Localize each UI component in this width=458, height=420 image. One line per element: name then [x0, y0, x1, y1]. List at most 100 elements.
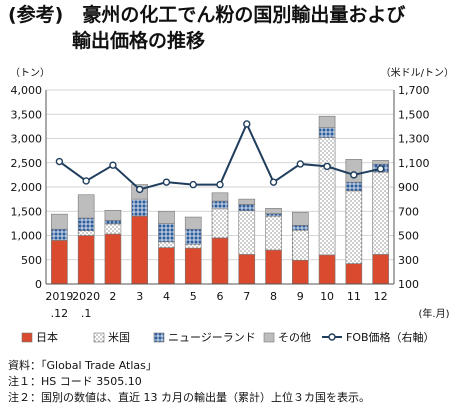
- bar-1-6: [211, 208, 229, 239]
- bar-0-8: [265, 249, 282, 285]
- bar-0-5: [184, 247, 202, 285]
- source-note: 資料：「Global Trade Atlas」: [8, 359, 157, 372]
- legend-swatch: [93, 332, 105, 343]
- x-tick-label: 5: [190, 290, 197, 303]
- fob-price-point: [269, 178, 278, 186]
- fob-price-point: [82, 177, 90, 185]
- fob-price-point: [55, 157, 64, 166]
- bar-3-8: [265, 208, 282, 214]
- bar-1-1: [77, 230, 95, 236]
- bar-0-4: [158, 247, 175, 285]
- y-left-tick-label: 1,500: [11, 205, 43, 218]
- bar-2-9: [292, 225, 309, 231]
- bar-2-5: [184, 228, 202, 245]
- y-right-tick-label: 900: [398, 181, 419, 194]
- note-2: 注２：国別の数値は、直近 13 カ月の輸出量（累計）上位３カ国を表示。: [8, 391, 370, 404]
- bar-0-11: [345, 263, 363, 285]
- y-left-tick-label: 3,500: [11, 108, 43, 121]
- y-right-tick-label: 700: [398, 205, 419, 218]
- bar-0-0: [51, 240, 68, 285]
- bar-3-12: [372, 160, 389, 165]
- y-right-tick-label: 500: [398, 230, 419, 243]
- bar-3-9: [292, 211, 309, 226]
- fob-price-point: [376, 165, 385, 173]
- y-left-tick-label: 3,000: [11, 133, 43, 146]
- legend-swatch: [153, 332, 165, 343]
- note-1: 注１：HS コード 3505.10: [8, 375, 142, 388]
- bar-1-4: [158, 241, 175, 248]
- bar-3-10: [318, 115, 336, 128]
- bar-0-1: [77, 235, 95, 285]
- bar-1-11: [345, 190, 363, 264]
- bar-1-8: [265, 215, 282, 251]
- legend-swatch: [21, 332, 33, 343]
- y-left-axis-label: （トン）: [10, 67, 50, 79]
- bar-2-0: [51, 228, 68, 241]
- bar-3-0: [51, 213, 68, 230]
- bar-0-3: [131, 215, 148, 285]
- bar-2-7: [238, 204, 256, 212]
- x-tick-label: 10: [320, 290, 334, 303]
- bar-1-2: [104, 223, 122, 235]
- fob-price-point: [216, 180, 224, 189]
- bar-1-10: [318, 137, 336, 256]
- legend-label: その他: [278, 331, 311, 344]
- bar-0-9: [292, 259, 309, 285]
- bar-2-2: [104, 220, 122, 225]
- y-left-tick-label: 500: [21, 254, 42, 267]
- y-right-tick-label: 100: [398, 278, 419, 291]
- fob-price-point: [189, 180, 197, 189]
- x-tick-label: 2: [109, 290, 116, 303]
- legend-label: 日本: [36, 330, 58, 344]
- bar-2-11: [345, 181, 363, 192]
- x-tick-label: .1: [81, 307, 92, 320]
- x-axis-unit: (年.月): [419, 307, 450, 320]
- x-tick-label: .12: [51, 307, 69, 320]
- y-left-tick-label: 4,000: [11, 84, 43, 97]
- bar-2-4: [158, 223, 175, 243]
- x-tick-label: 2019: [45, 290, 73, 303]
- y-right-axis-label: （米ドル/トン）: [381, 66, 454, 79]
- bar-3-1: [77, 194, 95, 219]
- x-tick-label: 9: [297, 290, 304, 303]
- y-right-tick-label: 300: [398, 254, 419, 267]
- bar-2-1: [77, 217, 95, 231]
- bar-3-4: [158, 210, 175, 224]
- bar-3-7: [238, 198, 256, 205]
- x-tick-label: 6: [217, 290, 224, 303]
- x-tick-label: 7: [243, 290, 250, 303]
- bar-1-7: [238, 210, 256, 255]
- bar-2-8: [265, 213, 282, 217]
- chart-title: (参考) 豪州の化工でん粉の国別輸出量および 輸出価格の推移: [8, 2, 448, 54]
- y-left-tick-label: 2,500: [11, 157, 43, 170]
- bar-1-5: [184, 243, 202, 249]
- legend-label: 米国: [108, 331, 130, 344]
- bar-0-10: [318, 254, 336, 285]
- bar-2-10: [318, 127, 336, 138]
- x-tick-label: 2020: [72, 290, 100, 303]
- fob-price-point: [135, 185, 144, 194]
- y-right-tick-label: 1,500: [398, 108, 430, 121]
- bar-2-3: [131, 198, 148, 217]
- fob-price-point: [296, 160, 305, 168]
- legend-label: FOB価格（右軸）: [346, 330, 435, 344]
- bar-1-12: [372, 171, 389, 255]
- chart-title-line1: (参考) 豪州の化工でん粉の国別輸出量および: [8, 4, 406, 26]
- bar-1-9: [292, 229, 309, 261]
- stacked-bar-line-chart: 0 500 1,000 1,500 2,000 2,500 3,000 3,500 4,000 1…: [10, 66, 454, 344]
- y-left-tick-label: 2,000: [11, 181, 43, 194]
- bar-0-6: [211, 237, 229, 285]
- x-tick-label: 8: [270, 290, 277, 303]
- y-right-tick-label: 1,700: [398, 84, 430, 97]
- fob-price-point: [323, 162, 331, 171]
- x-tick-label: 12: [374, 290, 388, 303]
- y-left-tick-label: 1,000: [11, 230, 43, 243]
- bar-3-6: [211, 192, 229, 202]
- y-right-tick-label: 1,100: [398, 157, 430, 170]
- bar-3-11: [345, 159, 363, 183]
- fob-price-point: [243, 120, 251, 128]
- bar-0-2: [104, 233, 122, 285]
- legend-line-marker: [328, 333, 336, 341]
- fob-price-point: [162, 178, 171, 186]
- y-left-tick-label: 0: [35, 278, 42, 291]
